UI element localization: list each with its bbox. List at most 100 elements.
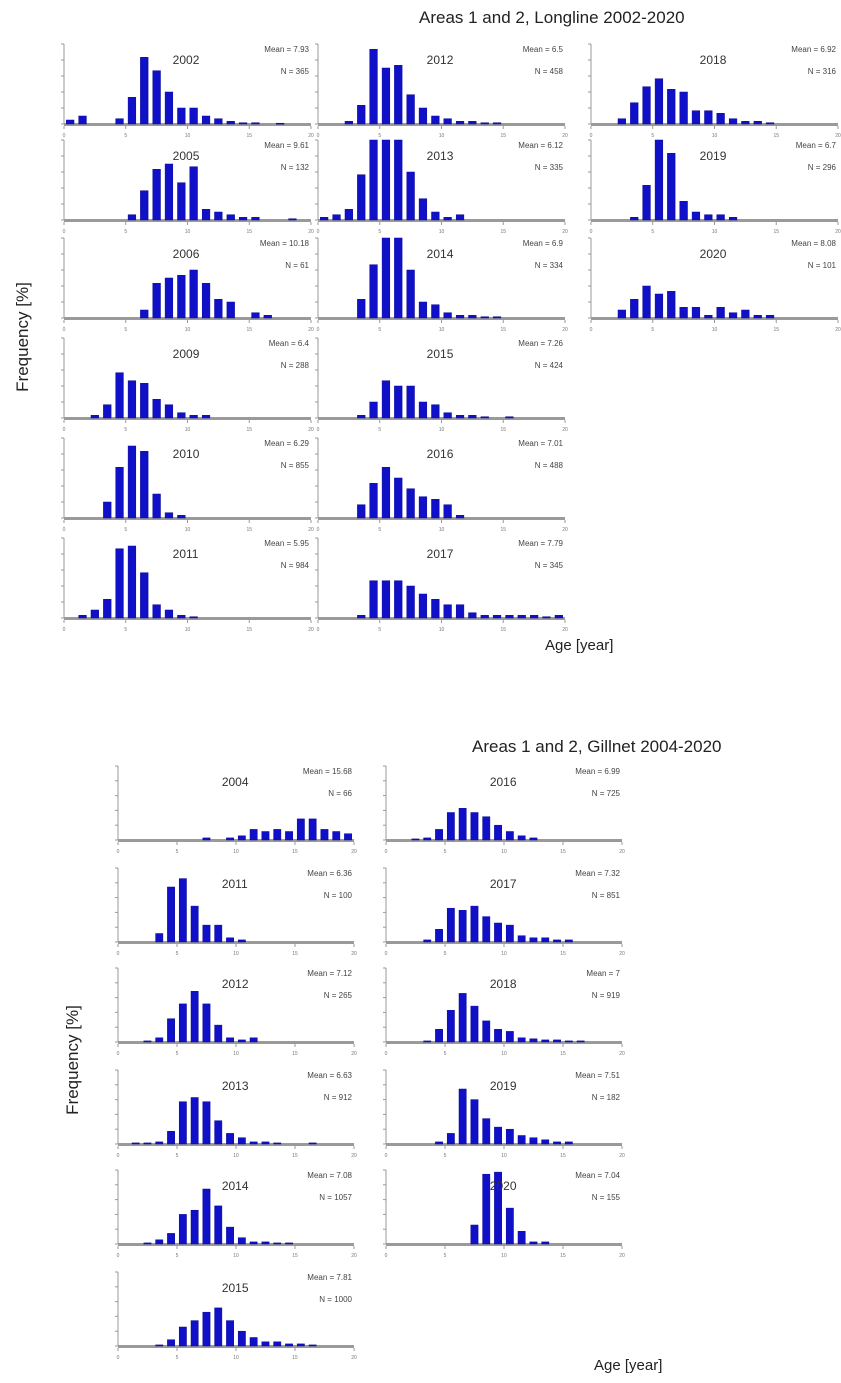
bar-age-10: [177, 275, 186, 319]
bar-age-8: [152, 283, 161, 319]
bar-age-15: [765, 315, 775, 319]
panel-n-label: N = 855: [281, 461, 310, 470]
x-tick-label: 5: [378, 327, 381, 333]
bar-age-9: [164, 609, 174, 619]
x-tick-label: 5: [444, 1153, 447, 1159]
panel-year-label: 2005: [173, 149, 200, 163]
bar-age-16: [296, 1343, 305, 1347]
panel-year-label: 2012: [222, 977, 249, 991]
bar-age-12: [249, 1337, 258, 1347]
x-tick-label: 5: [176, 951, 179, 957]
bar-age-4: [357, 415, 366, 419]
bar-age-9: [482, 1118, 491, 1145]
bar-age-5: [115, 467, 124, 519]
x-tick-label: 5: [378, 627, 381, 633]
bar-age-11: [443, 412, 452, 419]
bar-age-12: [201, 415, 211, 419]
bar-age-8: [202, 1003, 211, 1043]
bar-age-6: [381, 580, 391, 619]
x-axis-baseline: [64, 219, 311, 222]
x-tick-label: 0: [117, 1153, 120, 1159]
x-tick-label: 10: [233, 1253, 239, 1259]
panel-year-label: 2016: [490, 775, 517, 789]
gillnet-panel-2018: 0 5 10 15 20 2018 Mean = 7 N = 919: [383, 967, 625, 1057]
gillnet-panel-2012: 0 5 10 15 20 2012 Mean = 7.12 N = 265: [115, 967, 357, 1057]
x-tick-label: 15: [246, 133, 252, 139]
x-tick-label: 10: [185, 229, 191, 235]
gillnet-panel-2004: 0 5 10 15 20 2004 Mean = 15.68 N = 66: [115, 765, 357, 855]
bar-age-6: [127, 214, 137, 221]
bar-age-3: [143, 1142, 152, 1145]
bar-age-9: [214, 1120, 223, 1145]
bar-age-12: [249, 1037, 258, 1043]
bar-age-1: [66, 119, 75, 125]
bar-age-9: [482, 916, 491, 943]
panel-year-label: 2014: [222, 1179, 249, 1193]
bar-age-10: [226, 1133, 234, 1145]
x-tick-label: 10: [233, 951, 239, 957]
panel-year-label: 2014: [427, 247, 454, 261]
panel-mean-label: Mean = 6.4: [269, 339, 310, 348]
bar-age-7: [394, 477, 403, 519]
x-tick-label: 5: [124, 327, 127, 333]
bar-age-4: [630, 299, 639, 319]
x-tick-label: 20: [619, 1253, 625, 1259]
bar-age-7: [394, 385, 403, 419]
gillnet-y-axis-label: Frequency [%]: [63, 1005, 82, 1115]
x-axis-baseline: [318, 317, 565, 320]
x-tick-label: 20: [351, 1051, 357, 1057]
x-tick-label: 15: [773, 327, 779, 333]
panel-mean-label: Mean = 7.08: [307, 1171, 352, 1180]
bar-age-1: [320, 217, 329, 221]
panel-n-label: N = 335: [535, 163, 564, 172]
bar-age-12: [201, 283, 211, 319]
longline-panel-2005: 0 5 10 15 20 2005 Mean = 9.61 N = 132: [61, 139, 314, 235]
bar-age-2: [78, 615, 87, 619]
x-axis-baseline: [118, 1345, 354, 1348]
bar-age-7: [458, 993, 467, 1043]
bar-age-11: [237, 1330, 246, 1347]
bar-age-14: [480, 615, 489, 619]
bar-age-4: [357, 615, 366, 619]
bar-age-6: [381, 67, 391, 125]
x-tick-label: 15: [500, 627, 506, 633]
x-axis-baseline: [64, 317, 311, 320]
x-tick-label: 5: [651, 133, 654, 139]
x-axis-baseline: [64, 123, 311, 126]
x-tick-label: 15: [500, 229, 506, 235]
x-tick-label: 5: [176, 1355, 179, 1361]
bar-age-6: [381, 380, 391, 419]
panel-mean-label: Mean = 6.9: [523, 239, 564, 248]
x-tick-label: 15: [773, 133, 779, 139]
x-tick-label: 20: [619, 1051, 625, 1057]
bar-age-12: [455, 121, 465, 125]
x-tick-label: 10: [233, 1051, 239, 1057]
bar-age-10: [704, 315, 713, 319]
bar-age-11: [189, 616, 198, 619]
bar-age-14: [273, 1242, 282, 1245]
bar-age-15: [492, 316, 502, 319]
bar-age-15: [553, 1039, 561, 1043]
panel-mean-label: Mean = 6.7: [796, 141, 837, 150]
bar-age-17: [576, 1040, 585, 1043]
bar-age-5: [369, 264, 378, 319]
x-tick-label: 20: [351, 1253, 357, 1259]
panel-mean-label: Mean = 7: [586, 969, 620, 978]
bar-age-4: [357, 174, 366, 221]
bar-age-19: [542, 616, 551, 619]
bar-age-14: [541, 1139, 550, 1145]
longline-panel-2012: 0 5 10 15 20 2012 Mean = 6.5 N = 458: [315, 43, 568, 139]
x-tick-label: 5: [176, 1153, 179, 1159]
x-tick-label: 15: [560, 1253, 566, 1259]
bar-age-7: [190, 905, 199, 943]
bar-age-10: [431, 599, 440, 619]
x-axis-baseline: [386, 1243, 622, 1246]
panel-mean-label: Mean = 6.99: [575, 767, 620, 776]
panel-n-label: N = 488: [535, 461, 564, 470]
bar-age-15: [285, 1343, 293, 1347]
x-axis-baseline: [386, 1041, 622, 1044]
bar-age-7: [667, 291, 676, 319]
panel-year-label: 2013: [222, 1079, 249, 1093]
bar-age-15: [492, 122, 502, 125]
longline-figure-title: Areas 1 and 2, Longline 2002-2020: [419, 8, 685, 27]
